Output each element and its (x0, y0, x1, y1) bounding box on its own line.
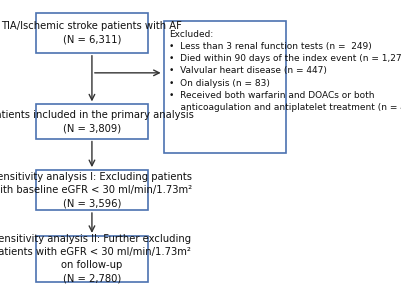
Text: Sensitivity analysis I: Excluding patients
with baseline eGFR < 30 ml/min/1.73m²: Sensitivity analysis I: Excluding patien… (0, 172, 192, 208)
Text: Patients included in the primary analysis
(N = 3,809): Patients included in the primary analysi… (0, 110, 194, 133)
FancyBboxPatch shape (36, 170, 148, 210)
FancyBboxPatch shape (36, 236, 148, 281)
Text: Sensitivity analysis II: Further excluding
patients with eGFR < 30 ml/min/1.73m²: Sensitivity analysis II: Further excludi… (0, 234, 192, 283)
FancyBboxPatch shape (36, 13, 148, 53)
FancyBboxPatch shape (36, 104, 148, 139)
Text: Excluded:
•  Less than 3 renal function tests (n =  249)
•  Died within 90 days : Excluded: • Less than 3 renal function t… (169, 30, 401, 112)
Text: TIA/Ischemic stroke patients with AF
(N = 6,311): TIA/Ischemic stroke patients with AF (N … (2, 21, 182, 45)
FancyBboxPatch shape (164, 22, 286, 153)
